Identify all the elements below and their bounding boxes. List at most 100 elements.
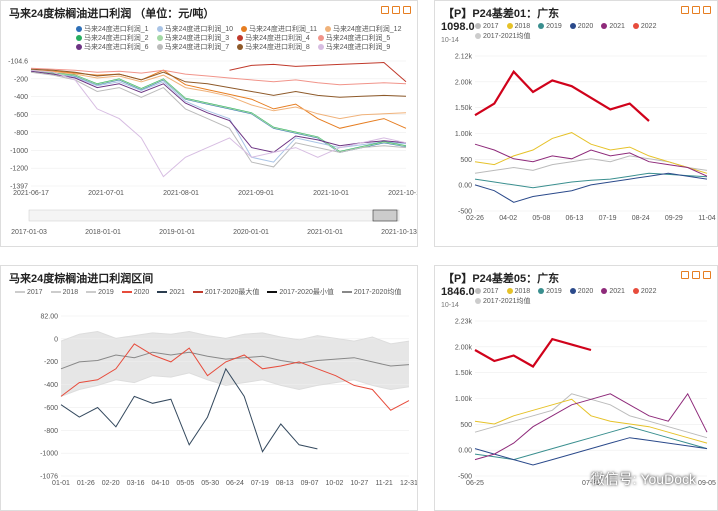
legend-label: 2018 (514, 288, 531, 295)
legend-label: 2020 (133, 289, 150, 296)
legend-label: 2017 (483, 23, 499, 30)
legend-item[interactable]: 2020 (121, 289, 150, 296)
share-icon[interactable] (392, 6, 400, 14)
legend-item[interactable]: 2017-2021均值 (475, 297, 530, 307)
refresh-icon[interactable] (381, 6, 389, 14)
y-tick-label: 0.00 (458, 448, 472, 455)
legend-item[interactable]: 马来24度进口利润_8 (237, 43, 310, 52)
legend-item[interactable]: 2017-2021均值 (475, 32, 530, 42)
legend-item[interactable]: 2022 (632, 22, 656, 32)
legend-item[interactable]: 2021 (601, 22, 625, 32)
legend-label: 2017-2021均值 (483, 33, 531, 40)
legend-label: 2018 (514, 23, 531, 30)
legend-label: 马来24度进口利润_2 (84, 35, 149, 42)
legend-item[interactable]: 2018 (506, 287, 531, 297)
x-tick-label: 09-05 (698, 480, 716, 487)
legend-label: 2019 (546, 288, 562, 295)
y-tick-label: 1.00k (455, 131, 473, 138)
legend-item[interactable]: 2019 (538, 22, 562, 32)
x-tick-label: 11-21 (375, 480, 392, 487)
watermark: 微信号: YouDock (590, 471, 696, 487)
refresh-icon[interactable] (681, 6, 689, 14)
legend-item[interactable]: 2021 (157, 289, 185, 296)
legend-label: 2021 (609, 23, 625, 30)
navigator-tick-label: 2021-10-13 (381, 229, 417, 236)
series-line (30, 70, 407, 153)
latest-value: 1846.0 (441, 286, 475, 298)
legend-item[interactable]: 2017 (475, 22, 499, 32)
refresh-icon[interactable] (681, 271, 689, 279)
legend-item[interactable]: 2019 (86, 289, 114, 296)
y-tick-label: -200 (44, 359, 58, 366)
y-tick-label: 0.00 (458, 183, 472, 190)
legend-item[interactable]: 马来24度进口利润_10 (156, 25, 233, 34)
x-tick-label: 12-31 (400, 480, 418, 487)
y-tick-label: 500 (460, 157, 472, 164)
legend-item[interactable]: 马来24度进口利润_12 (325, 25, 401, 34)
y-tick-label: -600 (44, 405, 58, 412)
x-tick-label: 03-16 (127, 480, 145, 487)
legend-item[interactable]: 马来24度进口利润_9 (317, 43, 390, 52)
x-tick-label: 08-13 (276, 480, 294, 487)
legend: 2017 2018 2019 2020 2021 2017-2020最大值 2017-202… (15, 287, 409, 297)
x-tick-label: 08-24 (632, 215, 650, 222)
y-tick-label: -800 (44, 428, 58, 435)
latest-date: 10-14 (441, 37, 459, 44)
legend-item[interactable]: 2022 (632, 287, 656, 297)
navigator-track[interactable] (28, 209, 400, 222)
x-tick-label: 2021-08-01 (163, 190, 199, 197)
legend-item[interactable]: 2017 (475, 287, 499, 297)
legend-item[interactable]: 马来24度进口利润_6 (76, 43, 149, 52)
legend-item[interactable]: 马来24度进口利润_3 (156, 34, 230, 43)
x-tick-label: 02-26 (466, 215, 484, 222)
y-tick-label: -1000 (10, 148, 28, 155)
x-tick-label: 2021-09-01 (238, 190, 274, 197)
legend-item[interactable]: 2017-2020最大值 (192, 287, 259, 297)
legend-label: 马来24度进口利润_3 (164, 35, 230, 42)
legend-marker (538, 288, 545, 295)
series-line (474, 172, 708, 189)
x-tick-label: 01-01 (52, 480, 70, 487)
legend-item[interactable]: 2017-2020最小值 (267, 287, 334, 297)
legend-label: 马来24度进口利润_4 (245, 35, 310, 42)
legend-item[interactable]: 2018 (50, 289, 78, 296)
series-line (60, 343, 410, 411)
y-tick-label: -1000 (40, 451, 58, 458)
y-tick-label: -104.6 (8, 59, 28, 66)
legend-item[interactable]: 马来24度进口利润_11 (241, 25, 317, 34)
share-icon[interactable] (692, 6, 700, 14)
legend: 2017 2018 2019 2020 2021 2022 2017-2021均值 (475, 22, 715, 42)
y-tick-label: -1076 (40, 474, 58, 481)
x-tick-label: 2021-07-01 (88, 190, 124, 197)
legend-marker (506, 23, 513, 30)
legend-item[interactable]: 2020 (569, 22, 594, 32)
legend-label: 马来24度进口利润_12 (333, 26, 402, 33)
navigator-handle[interactable] (372, 209, 398, 222)
series-line (474, 155, 708, 174)
x-tick-label: 05-05 (176, 480, 194, 487)
chart-title: 【P】P24基差01：广东 (443, 8, 560, 20)
legend-item[interactable]: 2019 (538, 287, 562, 297)
share-icon[interactable] (692, 271, 700, 279)
y-tick-label: -600 (14, 112, 28, 119)
save-icon[interactable] (403, 6, 411, 14)
legend-item[interactable]: 马来24度进口利润_2 (76, 34, 149, 43)
legend-item[interactable]: 2021 (601, 287, 625, 297)
legend-item[interactable]: 2017 (15, 289, 43, 296)
legend-item[interactable]: 马来24度进口利润_7 (156, 43, 229, 52)
legend-marker (506, 288, 513, 295)
legend-item[interactable]: 2018 (506, 22, 531, 32)
legend-label: 马来24度进口利润_1 (84, 26, 149, 33)
save-icon[interactable] (703, 6, 711, 14)
navigator-tick-label: 2017-01-03 (11, 229, 47, 236)
legend-item[interactable]: 2020 (569, 287, 593, 297)
legend-item[interactable]: 马来24度进口利润_1 (76, 25, 149, 34)
y-tick-label: -400 (14, 94, 28, 101)
legend-item[interactable]: 2017-2020均值 (341, 287, 401, 297)
legend-item[interactable]: 马来24度进口利润_5 (317, 34, 390, 43)
legend-label: 2020 (577, 23, 594, 30)
legend-item[interactable]: 马来24度进口利润_4 (237, 34, 310, 43)
y-tick-label: 2.12k (455, 54, 473, 61)
save-icon[interactable] (703, 271, 711, 279)
